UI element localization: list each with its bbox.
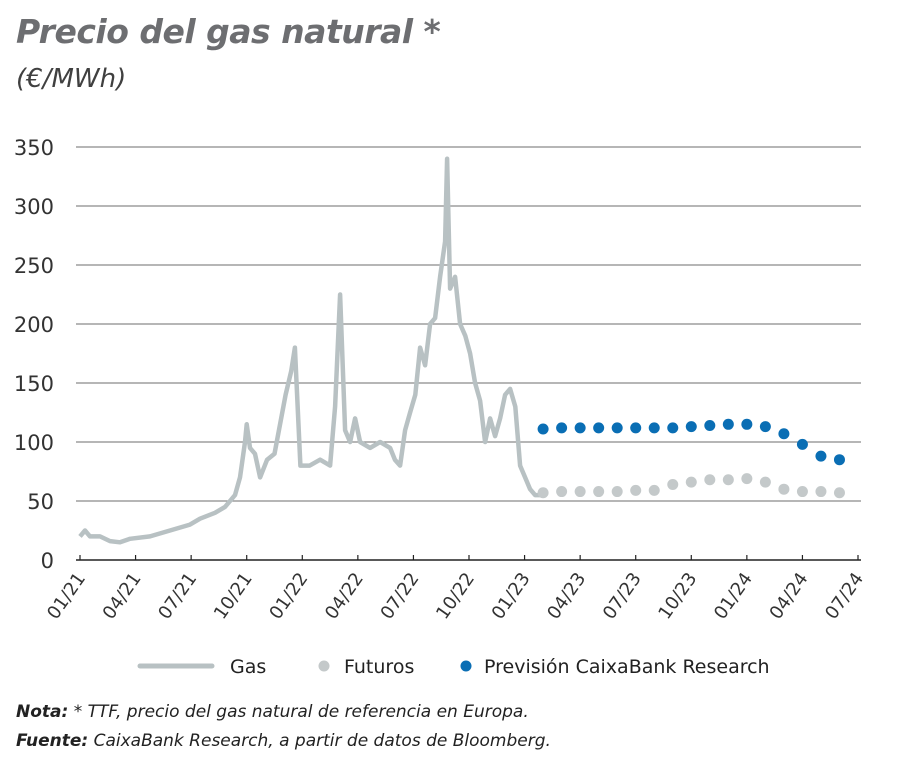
futures-dot [611, 486, 623, 498]
futures-dot [593, 486, 605, 498]
x-tick-label: 10/21 [210, 569, 257, 624]
legend-gas-label: Gas [230, 656, 266, 678]
y-tick-label: 50 [27, 490, 54, 514]
futures-dot [741, 473, 753, 485]
legend-futures-swatch [318, 660, 330, 672]
y-tick-label: 0 [41, 549, 54, 573]
x-tick-label: 10/22 [432, 569, 479, 624]
chart-title: Precio del gas natural * [16, 12, 441, 51]
note-label: Nota: [16, 702, 69, 722]
futures-dot [833, 487, 845, 499]
forecast-dot [704, 419, 716, 431]
futures-dot [574, 486, 586, 498]
forecast-dot [630, 422, 642, 434]
x-tick-label: 10/23 [654, 569, 701, 624]
forecast-dot [685, 421, 697, 433]
futures-dot [667, 478, 679, 490]
x-tick-label: 01/24 [710, 569, 757, 624]
legend-forecast-swatch [460, 660, 472, 672]
futures-dot [648, 484, 660, 496]
chart-subtitle: (€/MWh) [16, 64, 127, 94]
note-line: Nota: * TTF, precio del gas natural de r… [16, 702, 529, 722]
forecast-dot [537, 423, 549, 435]
forecast-dot [759, 421, 771, 433]
forecast-dot [778, 428, 790, 440]
forecast-dot [593, 422, 605, 434]
gas-price-line [78, 156, 541, 545]
source-text: CaixaBank Research, a partir de datos de… [88, 731, 551, 751]
futures-dot [722, 474, 734, 486]
legend-futures-label: Futuros [344, 656, 414, 678]
y-tick-label: 100 [14, 431, 54, 455]
legend-forecast-label: Previsión CaixaBank Research [484, 656, 770, 678]
futures-dot [537, 487, 549, 499]
x-tick-label: 01/21 [43, 569, 90, 624]
y-tick-label: 250 [14, 254, 54, 278]
forecast-dot [833, 454, 845, 466]
forecast-dot [648, 422, 660, 434]
y-tick-label: 300 [14, 195, 54, 219]
futures-dot [778, 483, 790, 495]
y-tick-label: 200 [14, 313, 54, 337]
y-tick-label: 150 [14, 372, 54, 396]
note-text: * TTF, precio del gas natural de referen… [68, 702, 529, 722]
y-tick-label: 350 [14, 136, 54, 160]
forecast-dot [611, 422, 623, 434]
forecast-dot [741, 418, 753, 430]
futures-dot [704, 474, 716, 486]
x-tick-label: 04/22 [321, 569, 368, 624]
forecast-dot [574, 422, 586, 434]
source-label: Fuente: [16, 731, 89, 751]
x-tick-label: 04/21 [99, 569, 146, 624]
forecast-dot [667, 422, 679, 434]
forecast-dot [722, 418, 734, 430]
x-tick-label: 01/23 [488, 569, 535, 624]
x-tick-label: 07/22 [377, 569, 424, 624]
futures-dot [815, 486, 827, 498]
x-tick-label: 01/22 [265, 569, 312, 624]
futures-dot [556, 486, 568, 498]
x-tick-label: 07/24 [821, 569, 868, 624]
forecast-dot [796, 438, 808, 450]
forecast-dot [815, 450, 827, 462]
forecast-dot [556, 422, 568, 434]
futures-dot [759, 476, 771, 488]
x-tick-label: 04/24 [766, 569, 813, 624]
x-tick-label: 07/21 [154, 569, 201, 624]
futures-dot [630, 484, 642, 496]
source-line: Fuente: CaixaBank Research, a partir de … [16, 731, 551, 751]
x-tick-label: 04/23 [543, 569, 590, 624]
futures-dot [685, 476, 697, 488]
futures-dot [796, 486, 808, 498]
x-tick-label: 07/23 [599, 569, 646, 624]
